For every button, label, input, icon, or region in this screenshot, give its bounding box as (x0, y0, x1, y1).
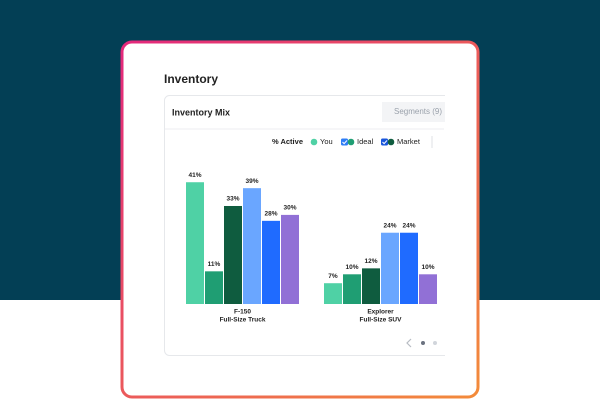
bar-value-label: 7% (328, 273, 338, 280)
panel-title: Inventory Mix (172, 107, 230, 117)
category-subtitle: Full-Size SUV (360, 317, 403, 324)
bar-value-label: 12% (364, 258, 377, 265)
bar-value-label: 28% (264, 211, 277, 218)
category-label: F-150 (234, 309, 251, 316)
bar-value-label: 33% (226, 196, 239, 203)
card-title: Inventory (164, 72, 218, 86)
bar (186, 182, 204, 304)
legend-label: You (320, 137, 333, 146)
bar (243, 188, 261, 304)
segments-button[interactable] (382, 102, 445, 122)
segments-button-label[interactable]: Segments (9) (394, 107, 442, 116)
legend-checkbox[interactable] (341, 138, 348, 146)
legend-label: Market (397, 137, 421, 146)
legend-label: Ideal (357, 137, 374, 146)
bar-value-label: 41% (188, 172, 201, 179)
bar (205, 271, 223, 304)
bar-value-label: 24% (383, 222, 396, 229)
bar (400, 232, 418, 304)
page-dot-active[interactable] (421, 341, 425, 345)
bar (224, 205, 242, 304)
bar (419, 274, 437, 304)
legend-checkmark[interactable] (382, 140, 388, 145)
legend-swatch (387, 138, 395, 146)
bar (281, 214, 299, 304)
bar-value-label: 10% (421, 264, 434, 271)
page-dot[interactable] (433, 341, 437, 345)
bar-value-label: 10% (345, 264, 358, 271)
legend-checkmark[interactable] (342, 140, 348, 145)
legend-checkbox[interactable] (381, 138, 388, 146)
legend-swatch (347, 138, 355, 146)
panel-clip (445, 94, 465, 358)
bar-value-label: 11% (208, 261, 221, 268)
legend-swatch (310, 138, 318, 146)
legend-title: % Active (272, 137, 303, 146)
category-subtitle: Full-Size Truck (220, 317, 266, 324)
bar (362, 268, 380, 304)
bar-value-label: 24% (402, 222, 415, 229)
bar (343, 274, 361, 304)
bar (262, 220, 280, 304)
category-label: Explorer (367, 309, 394, 316)
bar (381, 232, 399, 304)
bar-value-label: 30% (283, 205, 296, 212)
bar-value-label: 39% (245, 178, 258, 185)
bar (324, 283, 342, 304)
prev-page[interactable] (406, 338, 412, 348)
